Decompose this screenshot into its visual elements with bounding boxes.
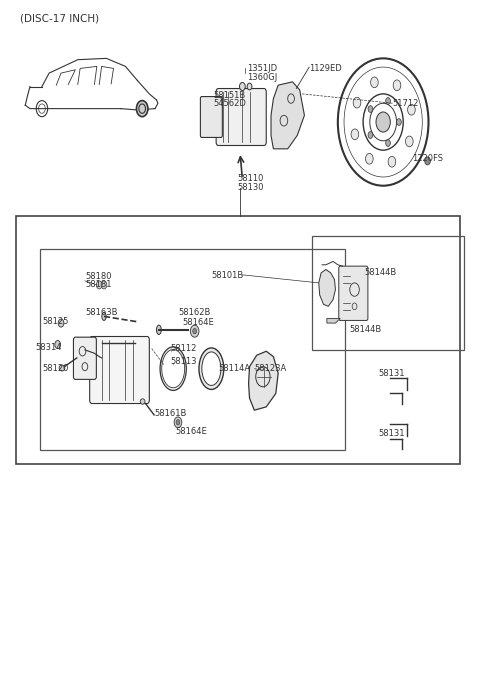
Text: 58101B: 58101B [211,271,244,280]
Circle shape [353,98,361,108]
Bar [312,236,464,350]
Text: 58125: 58125 [42,316,68,326]
Text: 51712: 51712 [393,100,419,108]
Text: 58113: 58113 [171,357,197,367]
Circle shape [191,325,199,337]
Ellipse shape [202,352,221,386]
Circle shape [366,153,373,164]
Circle shape [176,419,180,425]
Circle shape [247,83,252,90]
Text: 58123A: 58123A [254,364,287,373]
Circle shape [425,157,431,165]
Polygon shape [327,318,340,323]
FancyBboxPatch shape [339,266,368,320]
Ellipse shape [102,312,106,320]
Circle shape [351,129,359,140]
Circle shape [368,132,373,139]
Circle shape [396,118,401,125]
Circle shape [408,104,415,115]
Text: 58164E: 58164E [183,318,215,327]
Circle shape [96,281,102,289]
Circle shape [101,281,107,289]
Text: 58164E: 58164E [176,427,207,436]
Circle shape [376,112,390,132]
Circle shape [58,319,64,327]
Circle shape [193,328,197,334]
Ellipse shape [160,347,186,390]
Text: 58131: 58131 [378,429,405,438]
Text: 58120: 58120 [42,364,68,373]
Circle shape [388,156,396,167]
Circle shape [406,136,413,147]
Circle shape [368,106,373,112]
Ellipse shape [199,348,224,390]
Text: 58110: 58110 [238,174,264,184]
Circle shape [371,77,378,87]
Text: 58130: 58130 [238,183,264,192]
Text: 58114A: 58114A [218,364,251,373]
Text: 58144B: 58144B [350,325,382,334]
Ellipse shape [156,325,161,334]
Ellipse shape [59,365,65,371]
Text: (DISC-17 INCH): (DISC-17 INCH) [21,13,100,23]
FancyBboxPatch shape [90,336,149,404]
Text: 54562D: 54562D [214,100,247,108]
Text: 58162B: 58162B [178,308,210,317]
Bar [39,250,345,450]
Text: 58181: 58181 [85,281,111,289]
Text: 58161B: 58161B [154,409,186,418]
Circle shape [136,100,148,116]
Text: 58163B: 58163B [85,308,118,317]
Polygon shape [271,82,304,149]
Circle shape [240,83,245,91]
Text: 58112: 58112 [171,344,197,353]
Circle shape [174,417,182,427]
Text: 1360GJ: 1360GJ [247,73,277,81]
FancyBboxPatch shape [216,89,266,145]
Text: 58144B: 58144B [364,269,396,277]
FancyBboxPatch shape [200,96,222,137]
Circle shape [385,140,390,147]
Polygon shape [249,351,278,411]
Text: 1129ED: 1129ED [309,64,342,73]
FancyBboxPatch shape [73,337,96,380]
Circle shape [55,341,60,349]
Text: 1351JD: 1351JD [247,64,277,73]
Ellipse shape [162,349,185,388]
Polygon shape [319,269,336,306]
Text: 58314: 58314 [36,343,62,353]
Circle shape [385,98,390,104]
Bar [16,216,459,464]
Ellipse shape [140,399,145,404]
Text: 58151B: 58151B [214,91,246,100]
Text: 58131: 58131 [378,369,405,378]
Text: 1220FS: 1220FS [412,154,443,164]
Circle shape [393,80,401,91]
Text: 58180: 58180 [85,272,111,281]
